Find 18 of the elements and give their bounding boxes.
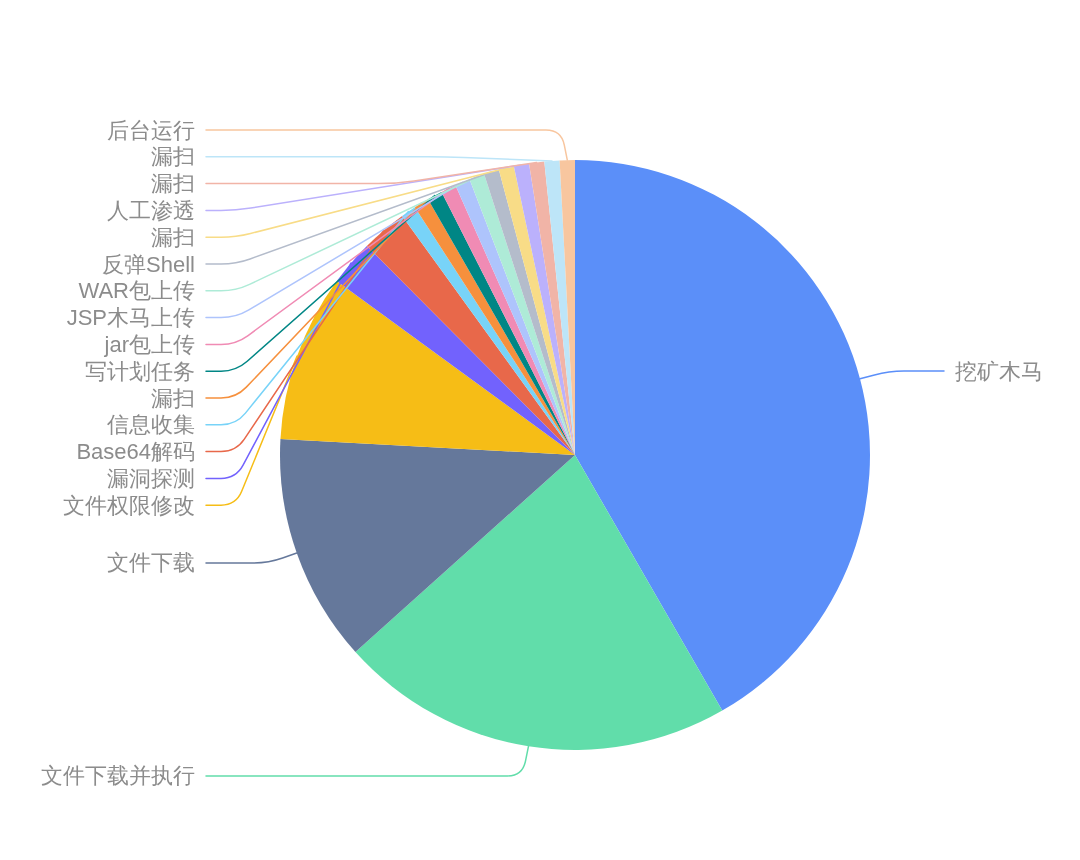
slice-label: jar包上传 [103, 331, 195, 357]
slice-label: JSP木马上传 [66, 305, 195, 331]
slice-label: WAR包上传 [78, 278, 195, 304]
slice-label: 漏扫 [151, 224, 195, 250]
slice-label: 漏扫 [151, 385, 195, 411]
slice-label: 人工渗透 [107, 197, 195, 223]
slice-label: 写计划任务 [85, 358, 195, 384]
slice-label: 文件下载 [107, 550, 195, 576]
slice-label: 信息收集 [107, 412, 195, 438]
slice-label: 反弹Shell [102, 251, 195, 277]
slice-label: 挖矿木马 [955, 358, 1043, 384]
slice-label: 文件权限修改 [63, 492, 195, 518]
slice-label: 后台运行 [107, 117, 195, 143]
slice-label: Base64解码 [76, 439, 195, 465]
slice-label: 漏扫 [151, 171, 195, 197]
slice-label: 漏扫 [151, 144, 195, 170]
slice-label: 文件下载并执行 [41, 763, 195, 789]
slice-label: 漏洞探测 [107, 465, 195, 491]
